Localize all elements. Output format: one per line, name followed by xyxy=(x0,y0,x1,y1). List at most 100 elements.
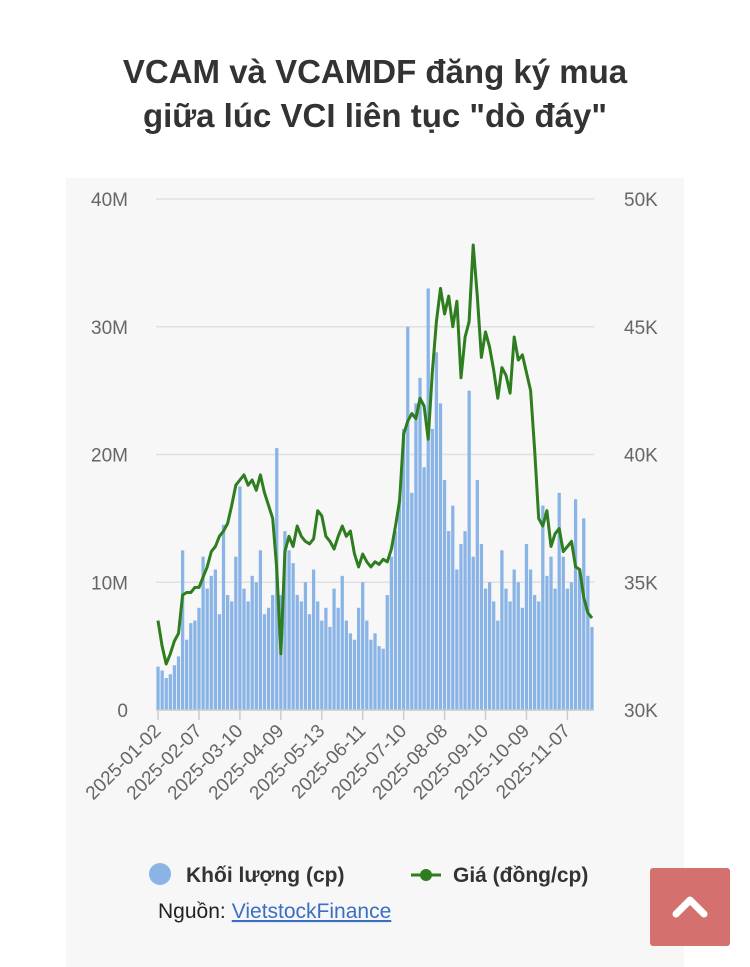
chart-title: VCAM và VCAMDF đăng ký mua giữa lúc VCI … xyxy=(122,53,628,134)
bar xyxy=(311,569,316,710)
bar xyxy=(316,601,320,710)
bar xyxy=(557,492,561,710)
bar xyxy=(578,569,582,710)
bar xyxy=(221,524,226,710)
bar xyxy=(156,666,160,710)
bar xyxy=(185,639,189,710)
bar xyxy=(189,623,193,710)
bar xyxy=(508,601,512,710)
bar xyxy=(541,505,545,710)
bar xyxy=(393,531,398,710)
bar xyxy=(430,428,434,710)
bar xyxy=(209,575,213,710)
y-tick-label: 0 xyxy=(117,701,128,722)
bar xyxy=(516,582,520,710)
bar xyxy=(176,656,181,710)
bar xyxy=(307,614,312,710)
bar xyxy=(201,556,205,710)
bar xyxy=(545,575,549,710)
bar xyxy=(463,531,467,710)
legend-label: Giá (đồng/cp) xyxy=(453,864,588,887)
bar xyxy=(500,550,504,710)
bar xyxy=(582,518,586,710)
y-tick-label: 20M xyxy=(91,446,128,467)
bar xyxy=(168,674,172,710)
bar xyxy=(565,588,570,710)
y2-tick-label: 35K xyxy=(624,573,658,594)
bar xyxy=(242,588,246,710)
bar xyxy=(324,607,328,710)
legend-marker xyxy=(149,863,171,885)
bar xyxy=(336,607,340,710)
bar xyxy=(381,648,385,710)
bar xyxy=(373,633,377,710)
bar xyxy=(512,569,516,710)
legend-marker xyxy=(420,869,432,881)
bar xyxy=(250,575,254,710)
bar xyxy=(569,582,574,710)
bar xyxy=(389,556,394,710)
bar xyxy=(586,575,590,710)
bar xyxy=(361,582,365,710)
bar xyxy=(561,556,565,710)
bar xyxy=(451,505,455,710)
y2-tick-label: 30K xyxy=(624,701,658,722)
chart-background xyxy=(66,178,684,967)
scroll-to-top-button[interactable] xyxy=(650,868,730,946)
source-link[interactable]: VietstockFinance xyxy=(232,900,392,923)
bar xyxy=(348,633,353,710)
bar xyxy=(471,556,475,710)
bar xyxy=(533,595,537,710)
bar xyxy=(434,352,439,710)
bar xyxy=(328,626,332,710)
bar xyxy=(295,595,299,710)
bar xyxy=(402,428,406,710)
bar xyxy=(504,588,508,710)
bar xyxy=(397,499,402,710)
y2-tick-label: 40K xyxy=(624,446,658,467)
bar xyxy=(455,569,459,710)
bar xyxy=(479,543,484,710)
bar xyxy=(303,582,308,710)
bar xyxy=(299,601,303,710)
bar xyxy=(172,665,177,710)
bar xyxy=(553,588,557,710)
bar xyxy=(356,607,361,710)
bar xyxy=(217,614,222,710)
bar xyxy=(225,595,230,710)
bar xyxy=(438,403,443,710)
bar xyxy=(447,531,451,710)
bar xyxy=(193,620,197,710)
bar xyxy=(283,531,287,710)
bar xyxy=(205,588,209,710)
bar xyxy=(377,646,381,710)
bar xyxy=(459,543,463,710)
bar xyxy=(344,620,348,710)
bar xyxy=(254,582,258,710)
bar xyxy=(230,601,234,710)
bar xyxy=(369,639,373,710)
y-tick-label: 10M xyxy=(91,573,128,594)
bar xyxy=(234,556,238,710)
bar xyxy=(332,588,336,710)
y-tick-label: 40M xyxy=(91,190,128,211)
bar xyxy=(524,543,529,710)
bar xyxy=(422,467,426,710)
y-tick-label: 30M xyxy=(91,318,128,339)
bar xyxy=(520,607,525,710)
bar xyxy=(442,480,447,710)
bar xyxy=(483,588,488,710)
source-label: Nguồn: xyxy=(158,900,226,923)
bar xyxy=(496,620,500,710)
bar xyxy=(590,626,594,710)
bar xyxy=(406,326,410,710)
bar xyxy=(365,620,369,710)
y2-tick-label: 50K xyxy=(624,190,658,211)
bar xyxy=(475,480,479,710)
bar xyxy=(197,607,201,710)
bar xyxy=(287,550,291,710)
bar xyxy=(180,550,185,710)
legend-label: Khối lượng (cp) xyxy=(186,864,344,887)
bar xyxy=(320,620,324,710)
